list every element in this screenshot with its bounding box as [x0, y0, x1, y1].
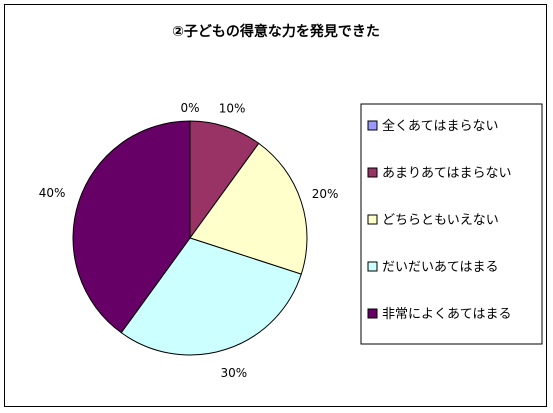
pie-slice-neutral	[189, 142, 308, 275]
pie-slice-not-much	[189, 120, 260, 240]
legend-swatch-not-at-all	[367, 120, 378, 131]
legend-swatch-neutral	[367, 214, 378, 225]
chart-title: ②子どもの得意な力を発見できた	[172, 23, 380, 40]
data-label-very-much: 40%	[39, 186, 66, 200]
legend-swatch-very-much	[367, 308, 378, 319]
legend-label-not-at-all: 全くあてはまらない	[382, 118, 498, 134]
pie-data-labels: 0% 10% 20% 30% 40%	[39, 101, 339, 380]
data-label-neutral: 20%	[312, 187, 339, 201]
pie-slice-very-much	[72, 120, 191, 334]
legend-swatch-mostly	[367, 261, 378, 272]
data-label-not-at-all: 0%	[180, 101, 199, 115]
data-label-mostly: 30%	[221, 366, 248, 380]
pie-slices	[72, 120, 308, 356]
legend-box	[360, 103, 543, 345]
pie-slice-mostly	[120, 237, 302, 356]
data-label-not-much: 10%	[219, 102, 246, 116]
legend-swatch-not-much	[367, 167, 378, 178]
legend-label-neutral: どちらともいえない	[382, 213, 499, 228]
legend: 全くあてはまらないあまりあてはまらないどちらともいえないだいだいあてはまる非常に…	[367, 118, 511, 322]
legend-label-mostly: だいだいあてはまる	[382, 260, 498, 275]
legend-label-very-much: 非常によくあてはまる	[382, 307, 511, 322]
legend-label-not-much: あまりあてはまらない	[382, 166, 511, 181]
